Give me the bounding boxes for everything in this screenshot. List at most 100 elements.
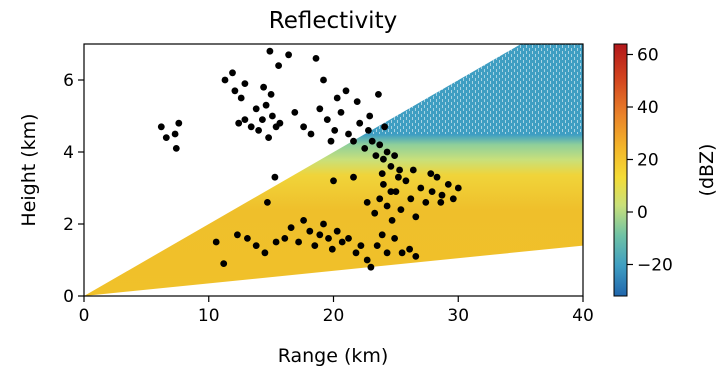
scatter-point xyxy=(409,166,417,174)
scatter-point xyxy=(300,217,307,224)
x-tick-label: 10 xyxy=(198,306,220,326)
scatter-point xyxy=(428,188,436,196)
plot-area xyxy=(84,44,583,296)
colorbar-ticks: −20 0 20 40 60 xyxy=(627,46,673,276)
scatter-point xyxy=(234,231,241,239)
scatter-point xyxy=(376,195,384,203)
scatter-point xyxy=(444,181,452,188)
scatter-point xyxy=(261,249,269,257)
chart-title: Reflectivity xyxy=(269,8,397,34)
x-axis-label: Range (km) xyxy=(278,345,389,367)
x-tick-label: 0 xyxy=(79,306,90,326)
scatter-point xyxy=(378,231,386,239)
scatter-point xyxy=(307,130,315,138)
scatter-point xyxy=(376,141,384,149)
scatter-point xyxy=(350,137,357,145)
scatter-point xyxy=(391,235,398,242)
scatter-point xyxy=(271,173,279,181)
scatter-point xyxy=(350,173,357,181)
scatter-point xyxy=(406,245,413,253)
scatter-point xyxy=(265,134,272,142)
scatter-point xyxy=(375,91,382,98)
scatter-point xyxy=(387,163,395,170)
scatter-point xyxy=(320,76,327,84)
scatter-point xyxy=(311,242,319,250)
scatter-point xyxy=(398,249,406,257)
y-tick-label: 2 xyxy=(63,215,74,235)
scatter-point xyxy=(353,98,361,105)
x-tick-label: 30 xyxy=(447,306,469,326)
scatter-point xyxy=(220,260,228,267)
scatter-point xyxy=(162,134,170,142)
scatter-point xyxy=(262,101,270,109)
scatter-point xyxy=(352,249,360,257)
scatter-point xyxy=(363,199,371,206)
scatter-point xyxy=(295,238,302,246)
scatter-point xyxy=(325,235,332,242)
scatter-point xyxy=(264,199,271,206)
y-tick-label: 4 xyxy=(63,143,74,163)
scatter-point xyxy=(367,263,375,271)
scatter-point xyxy=(252,242,260,250)
scatter-point xyxy=(287,224,295,232)
scatter-point xyxy=(312,55,320,62)
scatter-point xyxy=(316,105,324,113)
colorbar-tick-label: 20 xyxy=(637,151,659,171)
scatter-point xyxy=(267,91,275,98)
scatter-point xyxy=(272,238,280,246)
scatter-point xyxy=(395,173,402,181)
scatter-point xyxy=(342,87,350,95)
scatter-point xyxy=(449,195,457,203)
scatter-point xyxy=(269,112,276,120)
scatter-point xyxy=(157,123,165,131)
scatter-point xyxy=(247,123,255,131)
scatter-point xyxy=(378,170,386,178)
scatter-point xyxy=(454,184,462,192)
scatter-point xyxy=(175,119,183,127)
scatter-point xyxy=(260,83,267,91)
colorbar-label: (dBZ) xyxy=(696,144,718,197)
scatter-point xyxy=(333,94,341,102)
colorbar-tick-label: −20 xyxy=(637,256,673,276)
scatter-point xyxy=(437,199,445,206)
scatter-point xyxy=(373,242,381,250)
scatter-point xyxy=(365,126,372,134)
scatter-point xyxy=(372,152,380,160)
x-axis: 0 10 20 30 40 xyxy=(79,296,594,326)
y-tick-label: 6 xyxy=(63,71,74,91)
colorbar-tick-label: 60 xyxy=(637,46,659,66)
sparse-echo-texture xyxy=(84,44,583,134)
colorbar-tick-label: 0 xyxy=(637,203,648,223)
scatter-point xyxy=(323,116,331,123)
scatter-point xyxy=(345,235,352,242)
scatter-point xyxy=(241,80,249,87)
scatter-point xyxy=(383,202,391,210)
scatter-point xyxy=(412,253,420,260)
scatter-point xyxy=(327,137,335,145)
scatter-point xyxy=(391,152,398,160)
scatter-point xyxy=(380,181,387,188)
scatter-point xyxy=(259,116,266,123)
scatter-point xyxy=(402,177,410,185)
scatter-point xyxy=(412,213,420,221)
scatter-point xyxy=(345,130,352,138)
y-tick-label: 0 xyxy=(63,287,74,307)
scatter-point xyxy=(357,242,365,250)
scatter-point xyxy=(241,116,249,123)
x-tick-label: 40 xyxy=(572,306,594,326)
scatter-point xyxy=(212,238,220,246)
scatter-point xyxy=(397,206,405,214)
scatter-point xyxy=(407,195,415,203)
scatter-point xyxy=(330,177,337,185)
scatter-point xyxy=(338,238,346,246)
scatter-point xyxy=(387,188,395,196)
scatter-point xyxy=(291,109,299,116)
scatter-point xyxy=(427,170,435,178)
scatter-point xyxy=(237,94,245,102)
scatter-point xyxy=(381,123,388,131)
scatter-point xyxy=(276,119,284,127)
scatter-point xyxy=(235,119,243,127)
scatter-point xyxy=(231,87,239,95)
scatter-point xyxy=(433,173,441,181)
y-axis: 0 2 4 6 xyxy=(63,71,84,307)
